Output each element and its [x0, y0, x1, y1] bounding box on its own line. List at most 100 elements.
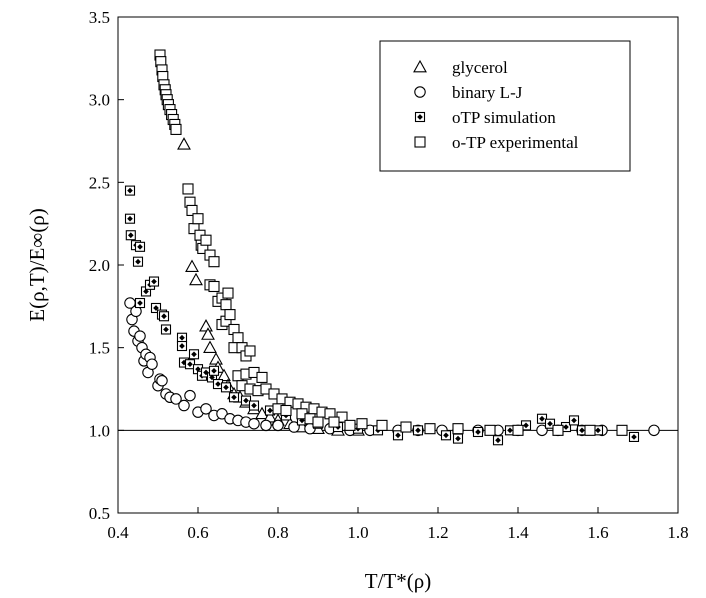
data-point [228, 392, 240, 403]
data-point [178, 399, 190, 412]
data-point [256, 371, 268, 383]
y-tick-label: 1.0 [89, 421, 110, 440]
data-point [140, 286, 152, 297]
data-point [124, 213, 136, 224]
y-tick-label: 3.5 [89, 8, 110, 27]
data-point [220, 382, 232, 393]
data-point [170, 123, 182, 135]
y-axis-title: E(ρ,T)/E∞(ρ) [25, 208, 49, 321]
data-point [160, 324, 172, 335]
data-point [492, 435, 504, 446]
data-point [217, 368, 231, 382]
data-point [134, 241, 146, 252]
data-point [208, 365, 220, 376]
legend-box [379, 40, 631, 172]
data-point [170, 393, 182, 405]
data-point [177, 137, 191, 150]
data-point [220, 299, 232, 311]
data-point [376, 419, 388, 431]
data-point [134, 330, 146, 342]
data-point [150, 302, 162, 314]
data-point [552, 424, 564, 436]
data-point [248, 400, 260, 411]
data-point [184, 389, 196, 402]
data-point [584, 424, 596, 436]
data-point [484, 424, 496, 436]
data-point [201, 327, 215, 340]
legend-label: glycerol [452, 58, 508, 77]
y-tick-label: 1.5 [89, 339, 110, 358]
y-tick-label: 2.0 [89, 256, 110, 275]
data-point [356, 418, 368, 430]
data-point [132, 256, 144, 267]
data-point [568, 415, 580, 426]
y-tick-label: 0.5 [89, 504, 110, 523]
legend-marker [413, 59, 427, 73]
data-point [424, 423, 436, 435]
x-tick-label: 1.8 [667, 523, 688, 542]
data-point [209, 352, 223, 365]
legend-label: binary L-J [452, 83, 523, 102]
data-point [288, 421, 300, 433]
data-point [392, 430, 404, 441]
x-tick-label: 1.0 [347, 523, 368, 542]
data-point [272, 419, 284, 432]
data-point [344, 419, 356, 431]
x-axis-title: T/T*(ρ) [365, 569, 431, 593]
x-tick-label: 1.2 [427, 523, 448, 542]
data-point [146, 358, 158, 370]
series-binary-l-j [124, 297, 660, 437]
data-point [280, 404, 292, 417]
legend-marker [414, 136, 426, 148]
legend-marker [414, 111, 426, 123]
data-point [176, 332, 188, 343]
data-point [192, 213, 204, 225]
data-point [200, 403, 212, 415]
data-point [182, 183, 194, 195]
y-tick-label: 2.5 [89, 173, 110, 192]
data-point [440, 430, 452, 441]
data-point [472, 426, 484, 438]
legend: glycerol binary L-J oTP simulation o-TP exp… [379, 40, 631, 172]
data-point [124, 185, 136, 196]
data-point [224, 309, 236, 321]
data-point [199, 319, 213, 332]
data-point [186, 204, 198, 216]
data-point [125, 230, 136, 241]
data-point [412, 425, 424, 436]
data-point [452, 423, 464, 435]
x-tick-label: 0.8 [267, 523, 288, 542]
data-point [616, 424, 628, 436]
data-point [328, 416, 340, 428]
data-point [244, 345, 256, 357]
data-point [200, 234, 212, 246]
data-point [208, 280, 220, 293]
data-point [176, 340, 188, 352]
data-point [260, 419, 272, 432]
x-tick-label: 1.4 [507, 523, 529, 542]
data-point [628, 431, 640, 442]
data-point [148, 276, 160, 287]
x-axis: 0.4 0.6 0.8 1.0 1.2 1.4 1.6 1.8 [107, 507, 689, 542]
data-point [232, 332, 244, 344]
x-tick-label: 0.4 [107, 523, 129, 542]
legend-marker [414, 86, 426, 98]
y-tick-label: 3.0 [89, 91, 110, 110]
data-point [208, 256, 220, 268]
data-point [203, 340, 217, 354]
x-tick-label: 1.6 [587, 523, 608, 542]
data-point [648, 424, 660, 437]
data-point [452, 433, 464, 444]
x-tick-label: 0.6 [187, 523, 208, 542]
data-point [158, 311, 170, 322]
data-point [156, 374, 168, 387]
y-axis: 0.5 1.0 1.5 2.0 2.5 3.0 3.5 [89, 8, 124, 523]
data-point [400, 421, 412, 433]
data-point [222, 287, 234, 299]
data-point [512, 424, 524, 436]
data-point [134, 297, 146, 309]
data-point [536, 424, 548, 437]
legend-label: o-TP experimental [452, 133, 579, 152]
data-point [185, 259, 199, 273]
